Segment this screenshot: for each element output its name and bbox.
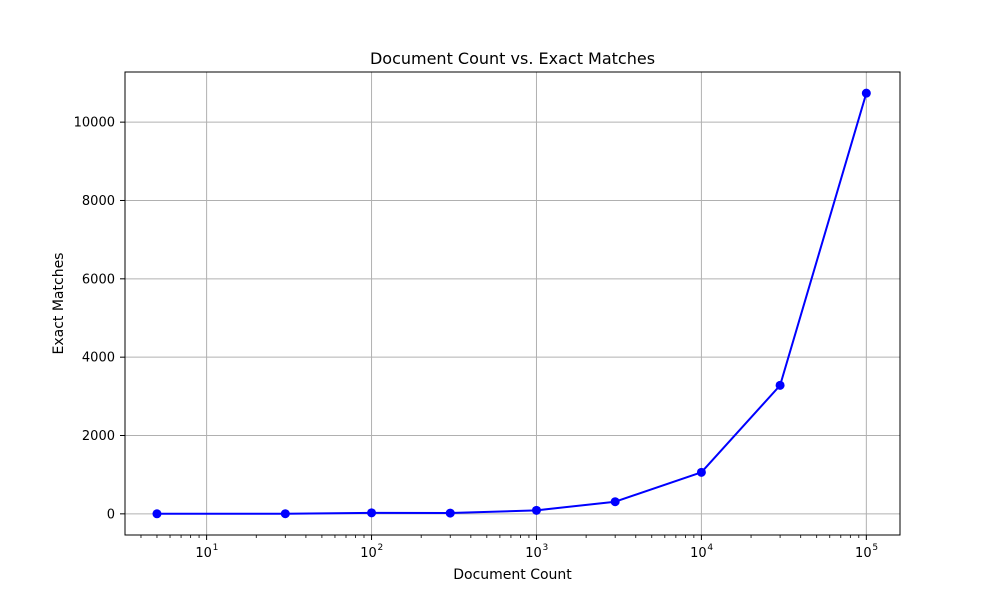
data-series <box>152 88 871 519</box>
y-tick-label: 6000 <box>82 272 115 287</box>
data-point <box>610 497 620 507</box>
y-tick-label: 0 <box>107 507 115 522</box>
x-tick-label: 10 <box>690 546 707 561</box>
x-tick-label: 10 <box>195 546 212 561</box>
x-tick-label: 10 <box>360 546 377 561</box>
chart-title: Document Count vs. Exact Matches <box>370 49 655 68</box>
x-axis-label: Document Count <box>453 567 572 583</box>
x-tick-exponent: 1 <box>213 543 219 553</box>
data-point <box>367 508 377 518</box>
data-point <box>152 509 162 519</box>
x-tick-label: 10 <box>855 546 872 561</box>
series-line <box>156 92 868 515</box>
y-tick-label: 8000 <box>82 194 115 209</box>
data-point <box>280 509 290 519</box>
x-tick-exponent: 4 <box>707 543 713 553</box>
x-tick-exponent: 3 <box>542 543 548 553</box>
x-tick-label: 10 <box>525 546 542 561</box>
x-tick-exponent: 2 <box>378 543 384 553</box>
data-point <box>861 88 871 98</box>
grid <box>125 72 900 535</box>
data-point <box>696 467 706 477</box>
y-axis-label: Exact Matches <box>51 253 67 355</box>
plot-frame <box>124 71 901 536</box>
data-point <box>531 505 541 515</box>
data-point <box>775 380 785 390</box>
x-tick-exponent: 5 <box>872 543 878 553</box>
y-tick-label: 10000 <box>74 116 115 131</box>
data-point <box>445 508 455 518</box>
y-tick-label: 4000 <box>82 351 115 366</box>
y-tick-label: 2000 <box>82 429 115 444</box>
